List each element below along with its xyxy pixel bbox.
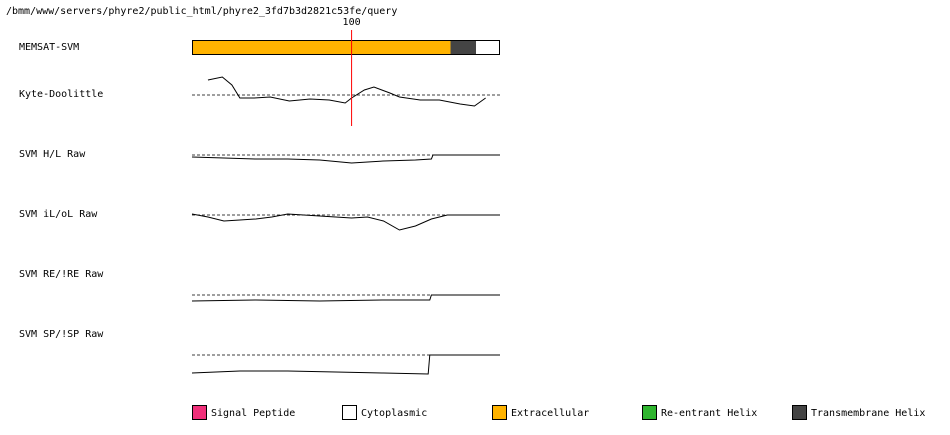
track-label: SVM RE/!RE Raw xyxy=(19,269,104,280)
track-label: SVM SP/!SP Raw xyxy=(19,329,104,340)
trace xyxy=(207,76,486,107)
trace xyxy=(191,294,500,302)
topology-segment xyxy=(476,40,500,55)
legend-swatch xyxy=(792,405,807,420)
legend-label: Cytoplasmic xyxy=(361,408,427,419)
track-label: SVM iL/oL Raw xyxy=(19,209,98,220)
trace xyxy=(191,354,500,375)
legend-swatch xyxy=(192,405,207,420)
topology-segment xyxy=(450,40,477,55)
trace xyxy=(191,213,500,231)
header-path: /bmm/www/servers/phyre2/public_html/phyr… xyxy=(6,6,397,17)
position-label: 100 xyxy=(343,17,361,28)
legend-label: Re-entrant Helix xyxy=(661,408,757,419)
track-label: MEMSAT-SVM xyxy=(19,42,79,53)
topology-segment xyxy=(192,40,451,55)
legend-swatch xyxy=(492,405,507,420)
legend-label: Extracellular xyxy=(511,408,589,419)
legend-swatch xyxy=(342,405,357,420)
track-label: SVM H/L Raw xyxy=(19,149,86,160)
topology-frame xyxy=(192,40,500,55)
legend-swatch xyxy=(642,405,657,420)
legend-label: Transmembrane Helix xyxy=(811,408,925,419)
trace xyxy=(191,154,500,164)
track-label: Kyte-Doolittle xyxy=(19,89,103,100)
legend-label: Signal Peptide xyxy=(211,408,295,419)
